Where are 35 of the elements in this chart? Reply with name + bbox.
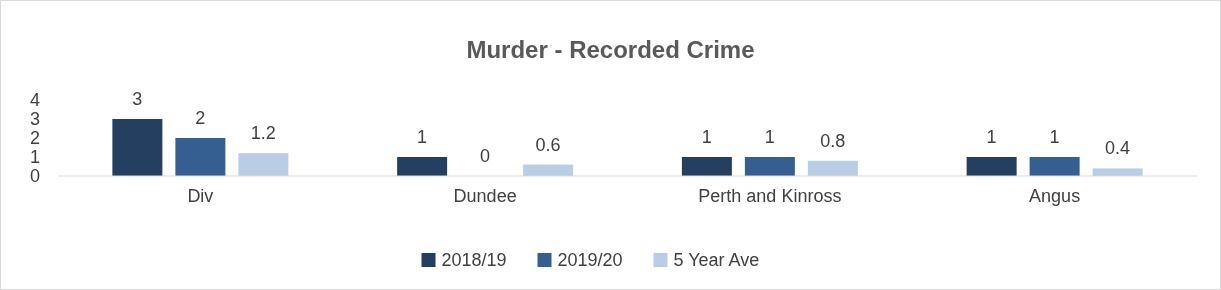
data-label: 0.8 bbox=[820, 130, 846, 151]
bar bbox=[112, 119, 163, 176]
bar bbox=[397, 157, 448, 176]
bar bbox=[1029, 157, 1080, 176]
y-tick-label: 2 bbox=[29, 128, 40, 149]
data-label: 1 bbox=[986, 127, 997, 147]
data-label: 0 bbox=[480, 146, 491, 166]
chart-title: Murder - Recorded Crime bbox=[466, 36, 755, 63]
x-tick-label: Angus bbox=[1029, 186, 1081, 206]
data-label: 1 bbox=[1049, 127, 1060, 147]
data-label: 1.2 bbox=[250, 123, 276, 144]
bar bbox=[744, 157, 795, 176]
x-tick-label: Perth and Kinross bbox=[698, 186, 842, 206]
bar bbox=[681, 157, 732, 176]
legend-label: 2018/19 bbox=[441, 250, 507, 271]
data-label: 1 bbox=[701, 127, 712, 147]
bar bbox=[966, 157, 1017, 176]
x-tick-label: Dundee bbox=[453, 186, 517, 206]
bar bbox=[238, 153, 289, 176]
y-tick-label: 0 bbox=[29, 166, 40, 187]
legend-label: 5 Year Ave bbox=[673, 250, 760, 271]
legend-label: 2019/20 bbox=[557, 250, 623, 271]
data-label: 0.4 bbox=[1105, 138, 1131, 159]
data-label: 0.6 bbox=[535, 134, 561, 155]
y-tick-label: 3 bbox=[29, 109, 40, 130]
bar bbox=[807, 160, 858, 176]
x-tick-label: Div bbox=[187, 186, 214, 206]
bar bbox=[1092, 168, 1143, 176]
y-tick-label: 4 bbox=[29, 90, 40, 111]
data-label: 1 bbox=[764, 127, 775, 147]
data-label: 1 bbox=[417, 127, 428, 147]
y-tick-label: 1 bbox=[29, 147, 40, 168]
data-label: 3 bbox=[132, 89, 143, 109]
bar bbox=[175, 138, 226, 176]
data-label: 2 bbox=[195, 108, 206, 128]
